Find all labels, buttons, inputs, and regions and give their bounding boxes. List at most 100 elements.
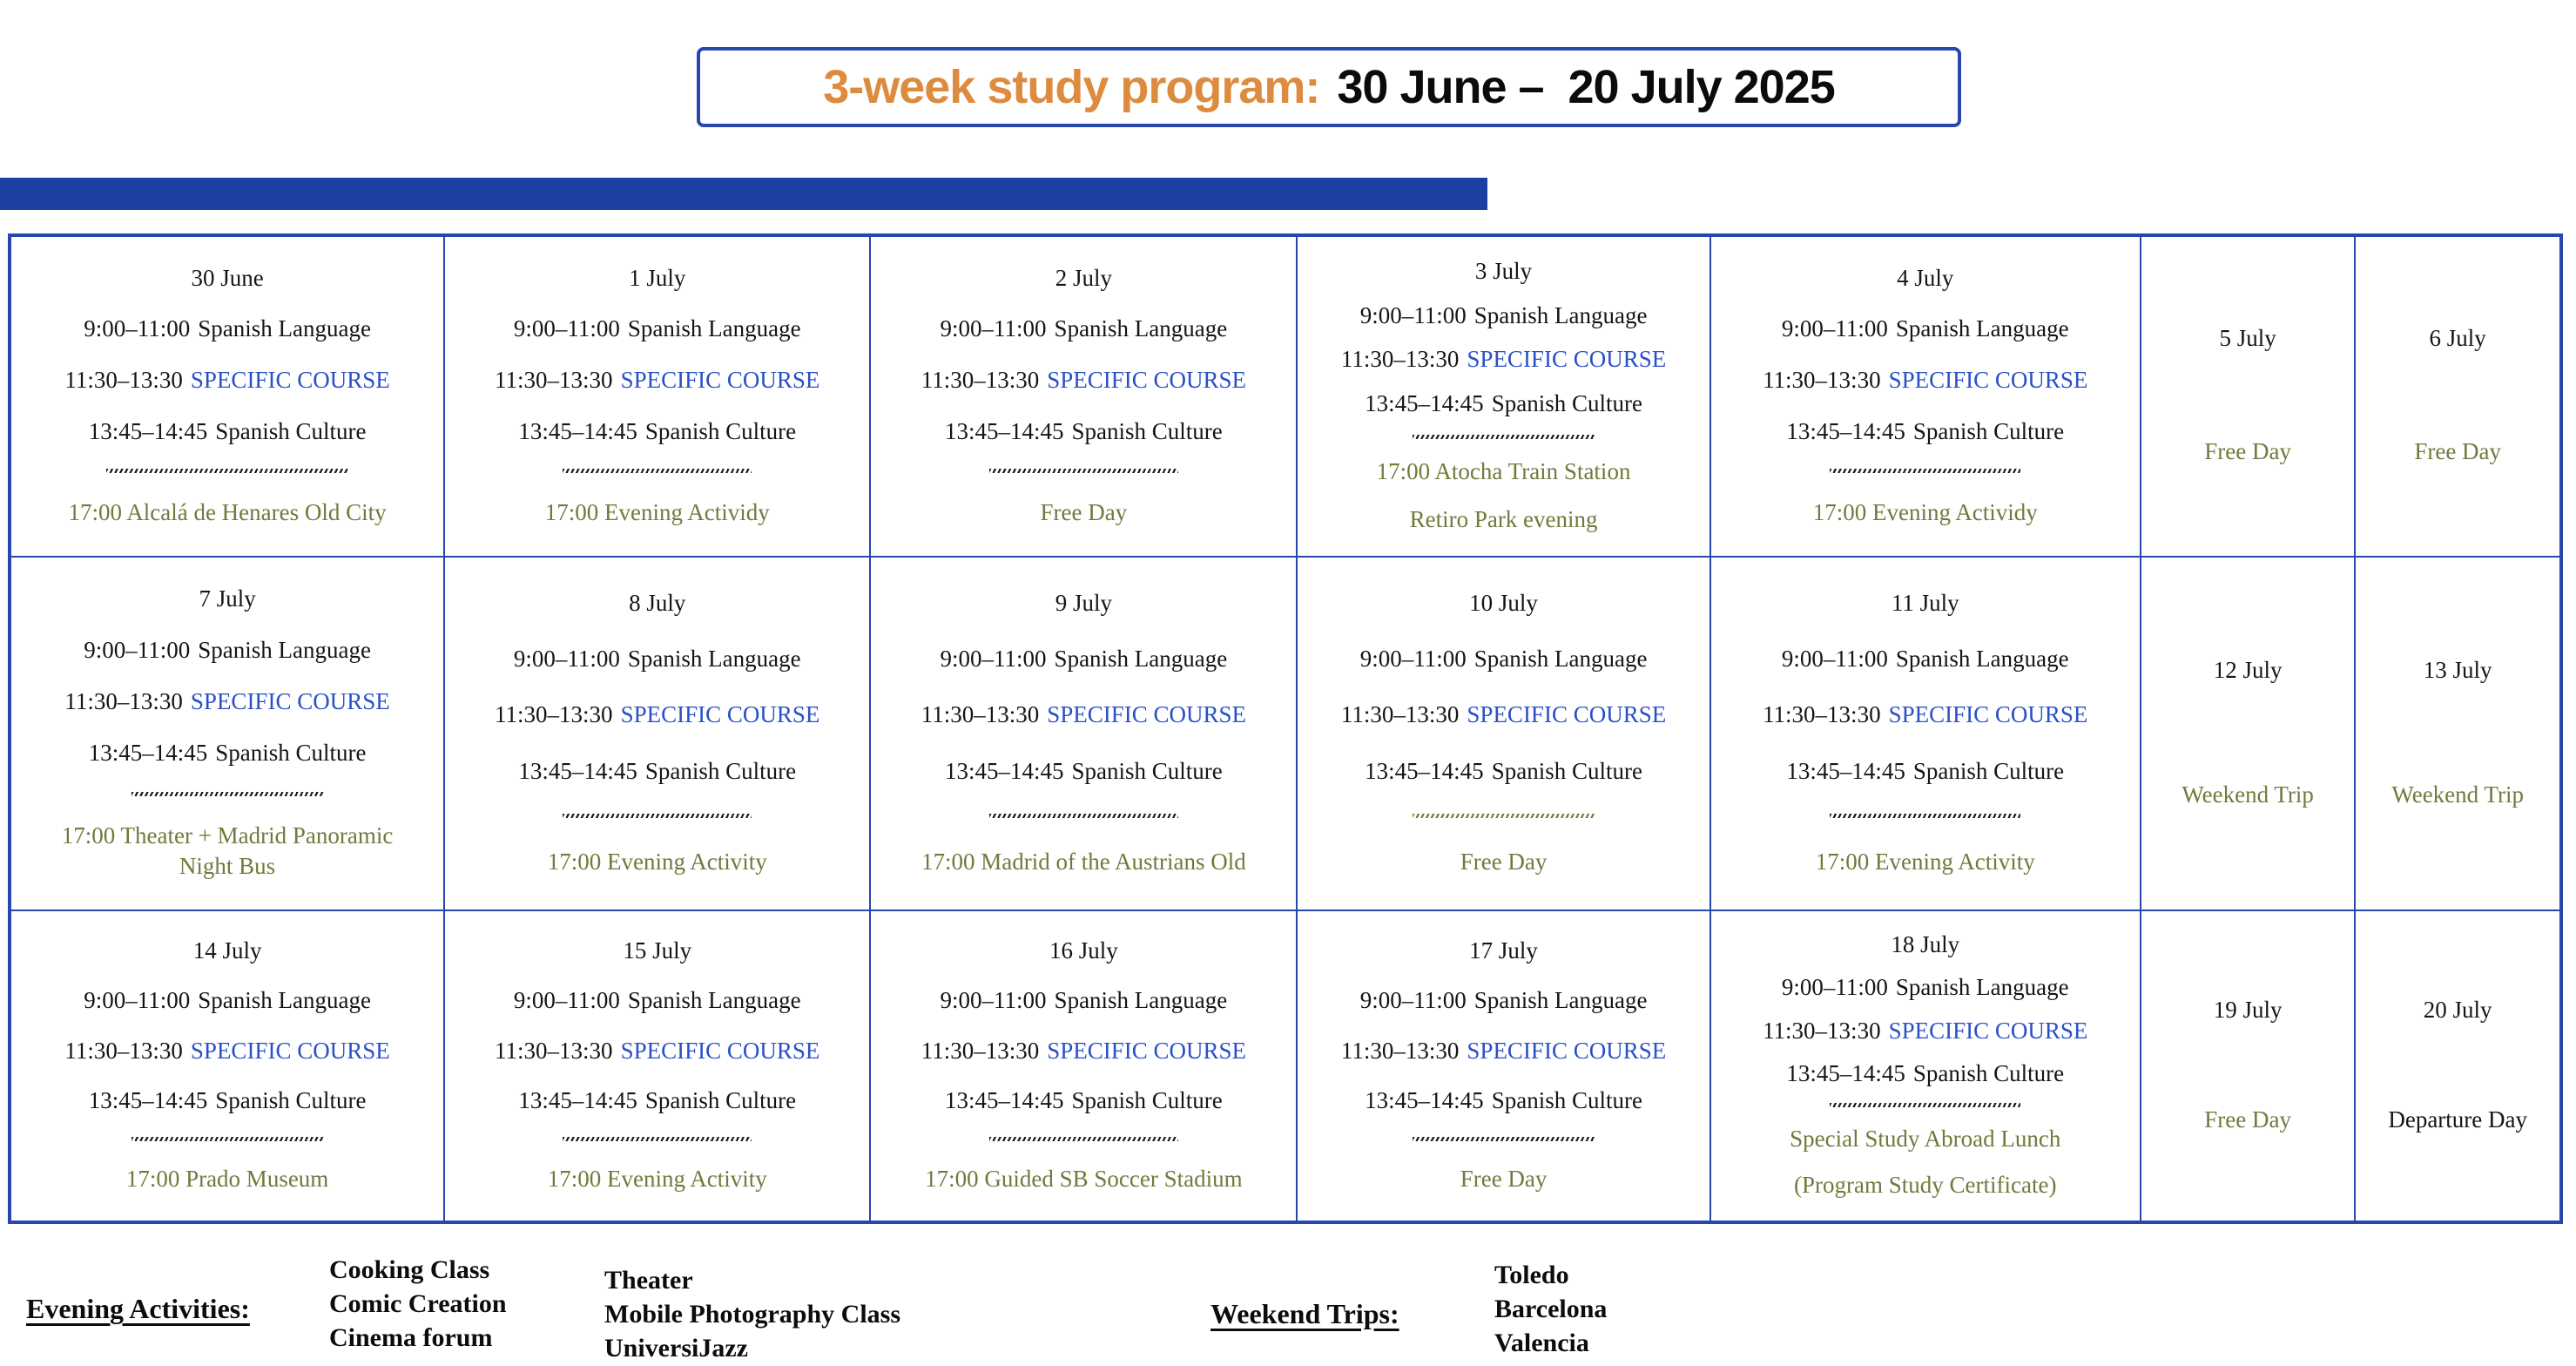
class-time: 11:30–13:30 bbox=[1340, 346, 1460, 373]
cell-date: 12 July bbox=[2213, 656, 2283, 683]
specific-course-label: SPECIFIC COURSE bbox=[1047, 1037, 1247, 1064]
specific-course-label: SPECIFIC COURSE bbox=[1888, 1017, 2088, 1044]
divider-line bbox=[1830, 469, 2021, 474]
divider-line bbox=[131, 1136, 324, 1141]
divider-line bbox=[1412, 435, 1595, 440]
class-time: 9:00–11:00 bbox=[84, 987, 191, 1014]
activity-line: Weekend Trip bbox=[2391, 781, 2524, 808]
accent-bar bbox=[0, 178, 1487, 210]
class-time: 11:30–13:30 bbox=[495, 1037, 613, 1064]
class-line: 9:00–11:00 Spanish Language bbox=[1360, 987, 1648, 1014]
activity-line: Free Day bbox=[1460, 848, 1548, 875]
legend-item: Valencia bbox=[1494, 1329, 1589, 1357]
day-cell-12-july: 12 July Weekend Trip bbox=[2140, 556, 2356, 911]
divider-line bbox=[1412, 1136, 1595, 1141]
class-time: 9:00–11:00 bbox=[940, 987, 1047, 1014]
class-line: 11:30–13:30 SPECIFIC COURSE bbox=[921, 367, 1246, 394]
class-time: 13:45–14:45 bbox=[945, 757, 1064, 784]
class-label: Spanish Culture bbox=[1912, 757, 2065, 784]
class-line: 13:45–14:45 Spanish Culture bbox=[1786, 758, 2064, 785]
class-time: 13:45–14:45 bbox=[1786, 1060, 1905, 1087]
cell-date: 16 July bbox=[1049, 937, 1118, 964]
class-label: Spanish Language bbox=[627, 987, 801, 1014]
class-line: 11:30–13:30 SPECIFIC COURSE bbox=[495, 367, 819, 394]
legend-item: Comic Creation bbox=[329, 1289, 507, 1318]
activity-line: (Program Study Certificate) bbox=[1794, 1172, 2057, 1199]
day-cell-3-july: 3 July 9:00–11:00 Spanish Language 11:30–13… bbox=[1297, 236, 1710, 557]
weekend-trips-label: Weekend Trips: bbox=[1210, 1298, 1399, 1329]
specific-course-label: SPECIFIC COURSE bbox=[190, 366, 390, 393]
class-time: 11:30–13:30 bbox=[495, 366, 613, 393]
cell-date: 2 July bbox=[1055, 264, 1113, 291]
class-line: 9:00–11:00 Spanish Language bbox=[1360, 646, 1648, 673]
cell-date: 14 July bbox=[192, 937, 262, 964]
day-cell-8-july: 8 July 9:00–11:00 Spanish Language 11:30–13… bbox=[444, 556, 871, 911]
class-label: Spanish Language bbox=[1054, 646, 1228, 673]
class-line: 11:30–13:30 SPECIFIC COURSE bbox=[1341, 1038, 1666, 1065]
class-line: 11:30–13:30 SPECIFIC COURSE bbox=[495, 701, 819, 728]
class-line: 9:00–11:00 Spanish Language bbox=[941, 987, 1228, 1014]
class-line: 9:00–11:00 Spanish Language bbox=[1360, 302, 1648, 329]
class-label: Spanish Culture bbox=[644, 1086, 797, 1113]
class-time: 13:45–14:45 bbox=[518, 757, 637, 784]
class-time: 13:45–14:45 bbox=[945, 417, 1064, 444]
class-line: 9:00–11:00 Spanish Language bbox=[941, 315, 1228, 342]
class-line: 11:30–13:30 SPECIFIC COURSE bbox=[1763, 367, 2087, 394]
cell-date: 13 July bbox=[2423, 656, 2492, 683]
evening-activities-list-2: Theater Mobile Photography Class UniversiJ… bbox=[604, 1263, 900, 1365]
class-line: 13:45–14:45 Spanish Culture bbox=[89, 1087, 367, 1114]
divider-line bbox=[988, 469, 1178, 474]
evening-activities-list-1: Cooking Class Comic Creation Cinema forum bbox=[329, 1253, 507, 1355]
class-line: 11:30–13:30 SPECIFIC COURSE bbox=[495, 1038, 819, 1065]
class-time: 13:45–14:45 bbox=[945, 1086, 1064, 1113]
class-line: 13:45–14:45 Spanish Culture bbox=[518, 758, 796, 785]
cell-date: 15 July bbox=[623, 937, 692, 964]
class-line: 9:00–11:00 Spanish Language bbox=[84, 637, 371, 664]
class-label: Spanish Culture bbox=[644, 417, 797, 444]
day-cell-6-july: 6 July Free Day bbox=[2355, 236, 2560, 557]
class-time: 9:00–11:00 bbox=[1359, 646, 1467, 673]
class-time: 9:00–11:00 bbox=[1781, 646, 1888, 673]
class-line: 11:30–13:30 SPECIFIC COURSE bbox=[921, 701, 1246, 728]
class-label: Spanish Culture bbox=[215, 740, 367, 767]
class-line: 13:45–14:45 Spanish Culture bbox=[1786, 418, 2064, 445]
class-line: 9:00–11:00 Spanish Language bbox=[84, 315, 371, 342]
class-time: 13:45–14:45 bbox=[1786, 757, 1905, 784]
activity-line: 17:00 Evening Actividy bbox=[1812, 498, 2038, 525]
legend-item: Toledo bbox=[1494, 1261, 1569, 1289]
day-cell-7-july: 7 July 9:00–11:00 Spanish Language 11:30–13… bbox=[10, 556, 445, 911]
specific-course-label: SPECIFIC COURSE bbox=[620, 1037, 820, 1064]
class-time: 11:30–13:30 bbox=[920, 701, 1040, 728]
class-time: 11:30–13:30 bbox=[920, 366, 1040, 393]
class-time: 13:45–14:45 bbox=[1365, 390, 1484, 417]
class-line: 11:30–13:30 SPECIFIC COURSE bbox=[1341, 346, 1666, 373]
class-label: Spanish Language bbox=[627, 315, 801, 342]
class-time: 9:00–11:00 bbox=[1359, 987, 1467, 1014]
day-cell-10-july: 10 July 9:00–11:00 Spanish Language 11:30–1… bbox=[1297, 556, 1710, 911]
class-line: 11:30–13:30 SPECIFIC COURSE bbox=[1763, 701, 2087, 728]
specific-course-label: SPECIFIC COURSE bbox=[620, 701, 820, 728]
class-line: 13:45–14:45 Spanish Culture bbox=[89, 418, 367, 445]
class-line: 11:30–13:30 SPECIFIC COURSE bbox=[64, 367, 389, 394]
class-line: 11:30–13:30 SPECIFIC COURSE bbox=[921, 1038, 1246, 1065]
divider-line bbox=[131, 791, 324, 796]
class-label: Spanish Culture bbox=[1491, 390, 1642, 417]
activity-line: 17:00 Alcalá de Henares Old City bbox=[68, 498, 387, 525]
class-line: 13:45–14:45 Spanish Culture bbox=[1365, 390, 1642, 417]
day-cell-5-july: 5 July Free Day bbox=[2140, 236, 2356, 557]
class-time: 11:30–13:30 bbox=[64, 688, 183, 715]
class-time: 13:45–14:45 bbox=[1365, 1086, 1484, 1113]
specific-course-label: SPECIFIC COURSE bbox=[1467, 701, 1667, 728]
cell-date: 20 July bbox=[2423, 996, 2492, 1023]
activity-line: Departure Day bbox=[2388, 1106, 2528, 1133]
class-time: 11:30–13:30 bbox=[1763, 1017, 1881, 1044]
cell-date: 11 July bbox=[1891, 589, 1959, 616]
class-line: 13:45–14:45 Spanish Culture bbox=[518, 418, 796, 445]
specific-course-label: SPECIFIC COURSE bbox=[1888, 701, 2088, 728]
class-label: Spanish Language bbox=[1895, 974, 2069, 1001]
divider-line bbox=[988, 813, 1178, 818]
divider-line bbox=[1412, 813, 1595, 818]
day-cell-13-july: 13 July Weekend Trip bbox=[2355, 556, 2560, 911]
class-time: 9:00–11:00 bbox=[940, 315, 1047, 342]
